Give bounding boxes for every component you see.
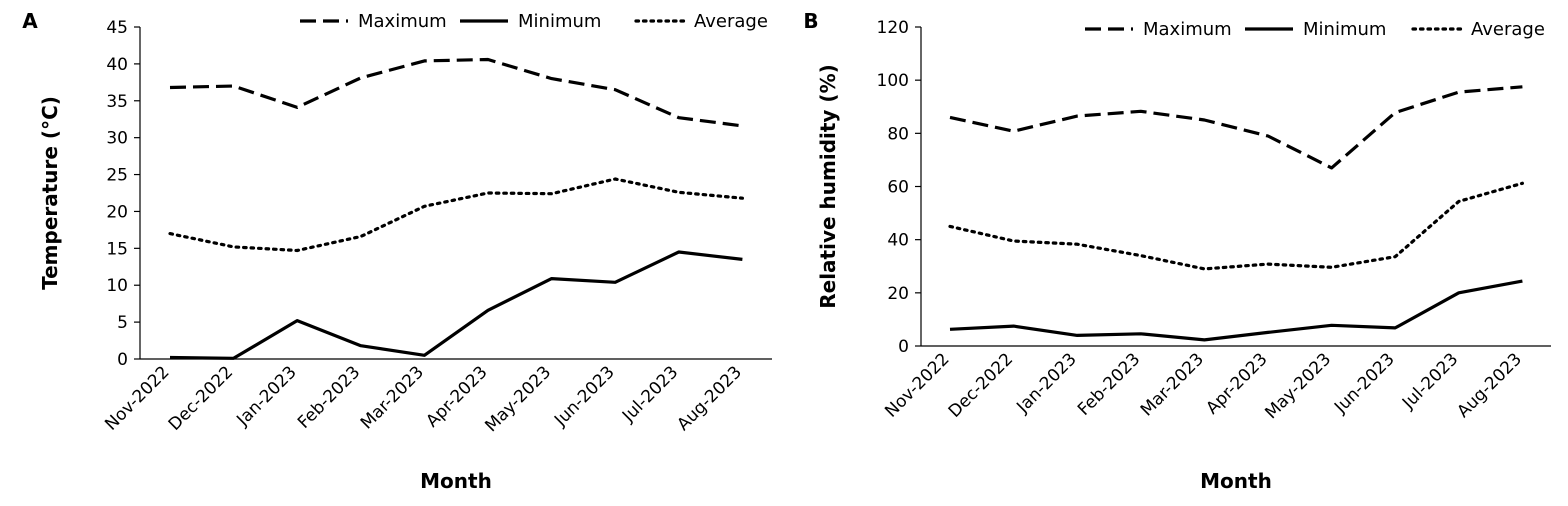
x-tick-label: Mar-2023 [1137,349,1208,420]
legend-label-minimum: Minimum [1303,19,1386,40]
x-tick-label: Jun-2023 [1330,349,1399,418]
legend-label-minimum: Minimum [518,11,601,32]
series-line-average [948,181,1525,271]
y-axis-title: Relative humidity (%) [816,64,840,309]
x-tick-label: Jul-2023 [1398,349,1462,413]
y-tick-label: 20 [106,202,128,222]
series-line-minimum [169,250,743,360]
legend-label-average: Average [1471,19,1545,40]
x-tick-label: Jul-2023 [618,362,682,426]
y-tick-label: 80 [887,124,909,144]
x-tick-label: Jan-2023 [1012,349,1080,417]
series-line-maximum [949,85,1523,170]
x-axis-title: Month [1200,469,1272,493]
y-tick-label: 100 [877,71,909,91]
y-tick-label: 40 [106,55,128,75]
y-tick-label: 30 [106,129,128,149]
y-tick-label: 0 [117,350,128,370]
series-line-maximum [169,57,743,128]
x-tick-label: Jan-2023 [232,362,300,430]
y-tick-label: 10 [106,276,128,296]
x-tick-label: Dec-2022 [165,362,237,434]
y-tick-label: 40 [887,231,909,251]
panel-label: A [22,9,38,33]
x-tick-label: Dec-2022 [945,349,1017,421]
y-tick-label: 120 [877,18,909,38]
y-tick-label: 15 [106,239,128,259]
series-line-average [168,177,745,253]
x-tick-label: Mar-2023 [357,362,428,433]
x-tick-label: Nov-2022 [101,362,173,434]
x-tick-label: Aug-2023 [1453,349,1526,422]
x-tick-label: Feb-2023 [1074,349,1144,419]
legend-label-maximum: Maximum [358,11,447,32]
y-tick-label: 60 [887,178,909,198]
legend-label-maximum: Maximum [1143,19,1232,40]
y-tick-label: 0 [898,337,909,357]
y-tick-label: 45 [106,18,128,38]
legend-label-average: Average [694,11,768,32]
y-tick-label: 5 [117,313,128,333]
panel-a: A 0 5 10 15 20 25 30 35 40 45 Nov-2022Dec-2022Jan-2… [22,9,772,493]
y-axis-title: Temperature (°C) [38,96,62,290]
series-line-minimum [949,279,1523,342]
x-tick-label: Aug-2023 [673,362,746,435]
panel-b: B 0 20 40 60 80 100 120 Nov-2022Dec-2022Jan-2023… [803,9,1551,493]
x-tick-label: Jun-2023 [550,362,619,431]
x-tick-label: May-2023 [481,362,555,436]
x-tick-label: Nov-2022 [881,349,953,421]
y-tick-label: 20 [887,284,909,304]
x-tick-label: May-2023 [1261,349,1335,423]
y-tick-label: 35 [106,92,128,112]
x-axis-title: Month [420,469,492,493]
panel-label: B [803,9,818,33]
x-tick-label: Feb-2023 [294,362,364,432]
y-tick-label: 25 [106,166,128,186]
